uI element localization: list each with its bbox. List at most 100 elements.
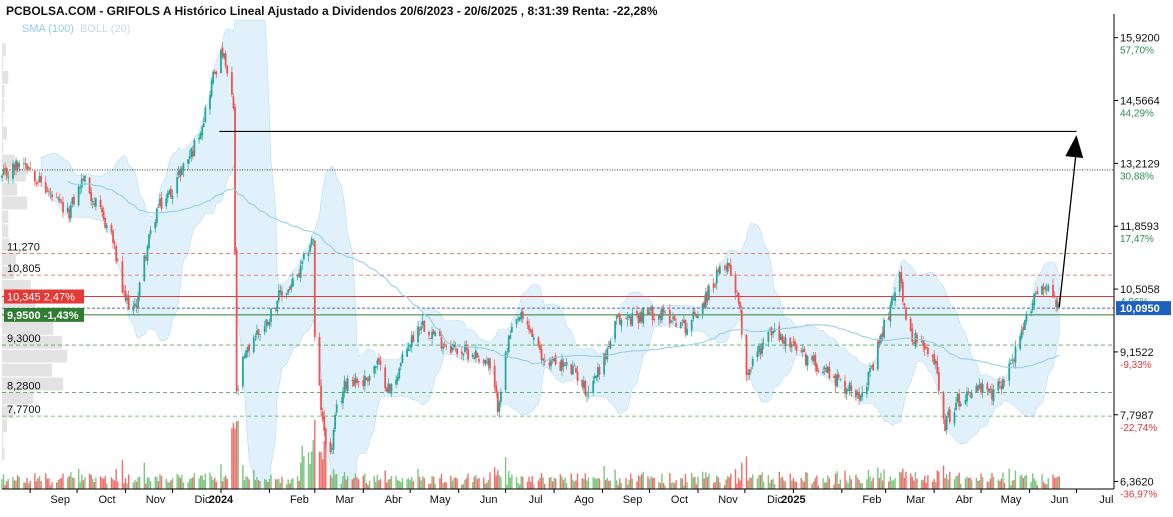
volume-bar (805, 471, 807, 489)
volume-bar (697, 476, 699, 489)
volume-bar (235, 421, 238, 489)
volume-bar (486, 482, 488, 489)
volume-bar (825, 482, 827, 489)
volume-bar (780, 477, 782, 489)
candle-body (198, 137, 200, 140)
candle-body (478, 359, 480, 362)
volume-bar (489, 472, 491, 489)
candle-body (352, 379, 355, 387)
candle-body (1, 175, 3, 178)
volume-bar (988, 481, 990, 489)
volume-bar (859, 482, 862, 489)
candle-body (357, 381, 360, 382)
candle-body (285, 293, 288, 295)
volume-bar (747, 480, 749, 489)
candle-body (187, 159, 190, 164)
candle-body (1020, 329, 1023, 339)
x-tick-label: Oct (99, 494, 116, 506)
volume-bar (123, 483, 125, 489)
volume-bar (792, 478, 795, 489)
candle-body (823, 367, 826, 369)
candle-body (803, 348, 806, 353)
volume-bar (1011, 480, 1014, 489)
volume-bar (758, 475, 760, 489)
volume-bar (734, 469, 737, 489)
candle-body (958, 393, 961, 407)
volume-bar (653, 477, 655, 489)
volume-bar (681, 478, 684, 489)
candle-body (614, 321, 616, 339)
volume-bar (781, 476, 784, 489)
candle-body (412, 335, 415, 343)
candle-body (434, 332, 437, 337)
volume-bar (342, 475, 344, 489)
candle-body (451, 346, 454, 351)
candle-body (770, 327, 773, 336)
candle-body (170, 188, 172, 197)
candle-body (124, 290, 127, 301)
volume-bar (160, 476, 163, 489)
volume-bar (938, 471, 940, 489)
candle-body (670, 320, 673, 322)
candle-body (905, 307, 907, 320)
volume-bar (960, 483, 962, 489)
candle-body (506, 351, 509, 353)
candle-body (252, 337, 255, 353)
candle-body (474, 350, 477, 359)
volume-bar (389, 479, 391, 489)
volume-bar (642, 471, 644, 489)
volume-bar (178, 475, 180, 489)
volume-bar (855, 474, 857, 489)
volume-bar (949, 471, 951, 489)
candle-body (356, 378, 358, 384)
candle-body (532, 337, 535, 340)
candle-body (509, 335, 512, 339)
volume-bar (508, 470, 510, 489)
volume-bar (27, 483, 30, 489)
volume-bar (495, 475, 497, 489)
axes (2, 14, 1115, 490)
candle-body (859, 395, 862, 401)
candle-body (484, 359, 487, 365)
candle-body (737, 292, 740, 304)
volume-bar (334, 474, 336, 489)
candle-body (385, 388, 388, 392)
volume-bar (110, 477, 113, 489)
volume-bar (683, 485, 685, 489)
candle-body (693, 312, 696, 316)
volume-bar (936, 470, 938, 489)
candle-body (471, 354, 474, 358)
volume-bar (736, 483, 738, 489)
volume-bar (1058, 476, 1060, 489)
candle-body (90, 191, 93, 201)
volume-bar (662, 483, 665, 489)
candle-body (1044, 286, 1047, 290)
candle-body (390, 384, 393, 394)
candle-body (817, 370, 820, 372)
volume-bar (778, 471, 781, 489)
candle-body (607, 345, 610, 347)
candle-body (892, 299, 895, 300)
candle-body (232, 96, 235, 109)
volume-bar (752, 474, 754, 489)
candle-body (668, 309, 671, 324)
candle-body (959, 403, 962, 407)
volume-bar (542, 477, 544, 489)
volume-bar (544, 483, 546, 489)
volume-bar (531, 475, 533, 489)
volume-bar (1, 479, 3, 489)
volume-bar (880, 472, 882, 489)
candle-body (224, 53, 227, 66)
volume-bar (171, 478, 174, 489)
volume-bar (431, 475, 433, 489)
volume-bar (970, 480, 973, 489)
candle-body (872, 364, 875, 371)
candle-body (870, 366, 873, 368)
candle-body (507, 335, 510, 353)
candle-body (60, 202, 63, 204)
volume-bar (368, 480, 371, 489)
candle-body (504, 352, 507, 390)
profile-bar (2, 363, 52, 377)
volume-bar (465, 478, 468, 489)
profile-bar (2, 405, 14, 419)
